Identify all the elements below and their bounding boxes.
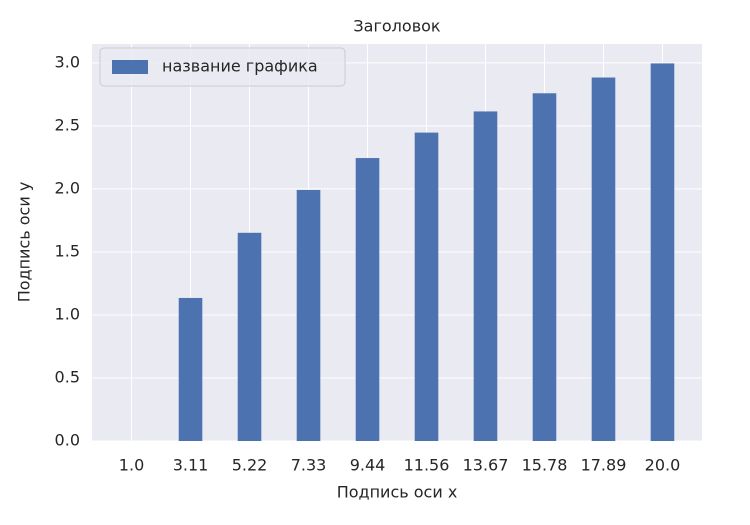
- y-axis-label: Подпись оси y: [15, 182, 34, 303]
- y-tick-label: 0.0: [55, 431, 80, 450]
- bar: [650, 63, 675, 442]
- legend-label: название графика: [162, 57, 318, 76]
- bar: [178, 297, 203, 441]
- x-tick-label: 20.0: [645, 456, 681, 475]
- y-tick-label: 1.0: [55, 304, 80, 323]
- x-axis-label: Подпись оси x: [337, 483, 458, 502]
- x-tick-label: 3.11: [173, 456, 209, 475]
- x-tick-label: 13.67: [463, 456, 509, 475]
- bar: [532, 93, 557, 441]
- y-tick-label: 3.0: [55, 52, 80, 71]
- x-tick-label: 17.89: [581, 456, 627, 475]
- y-tick-label: 0.5: [55, 367, 80, 386]
- bar: [296, 189, 321, 441]
- legend-swatch: [112, 60, 148, 74]
- y-tick-label: 1.5: [55, 241, 80, 260]
- x-tick-label: 11.56: [404, 456, 450, 475]
- y-tick-label: 2.0: [55, 178, 80, 197]
- x-tick-label: 7.33: [291, 456, 327, 475]
- bar: [237, 232, 262, 441]
- chart-title: Заголовок: [353, 17, 440, 36]
- bar: [473, 111, 498, 441]
- y-tick-label: 2.5: [55, 115, 80, 134]
- legend-box: [99, 47, 346, 87]
- x-tick-label: 9.44: [350, 456, 386, 475]
- bar: [414, 132, 439, 441]
- bar: [591, 77, 616, 441]
- x-tick-label: 5.22: [232, 456, 268, 475]
- bar: [355, 158, 380, 442]
- x-tick-label: 15.78: [522, 456, 568, 475]
- x-tick-label: 1.0: [119, 456, 144, 475]
